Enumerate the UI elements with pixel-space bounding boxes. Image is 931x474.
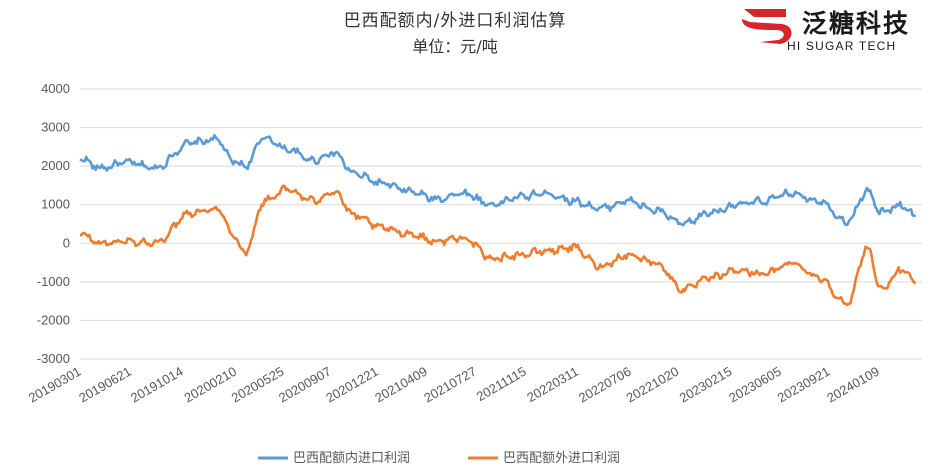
grid	[80, 88, 922, 360]
y-tick-label: -1000	[37, 274, 70, 289]
x-tick-label: 20190301	[26, 364, 84, 406]
y-axis: 4000 3000 2000 1000 0 -1000 -2000 -3000	[37, 81, 70, 366]
x-tick-label: 20230215	[677, 364, 735, 406]
y-tick-label: -2000	[37, 312, 70, 327]
x-axis: 2019030120190621201910142020021020200525…	[26, 364, 882, 406]
brand-tagline: HI SUGAR TECH	[787, 39, 896, 53]
legend-label: 巴西配额外进口利润	[503, 451, 620, 466]
x-tick-label: 20220706	[576, 364, 634, 406]
y-tick-label: 4000	[41, 81, 70, 96]
x-tick-label: 20211115	[474, 364, 529, 404]
x-tick-label: 20200525	[229, 364, 287, 406]
x-tick-label: 20230605	[726, 364, 784, 406]
legend: 巴西配额内进口利润 巴西配额外进口利润	[258, 450, 620, 466]
y-tick-label: -3000	[37, 351, 70, 366]
x-tick-label: 20200907	[276, 364, 334, 406]
chart-title: 巴西配额内/外进口利润估算	[344, 11, 567, 31]
y-tick-label: 0	[63, 235, 70, 250]
series-line	[79, 133, 917, 227]
x-tick-label: 20200210	[182, 364, 240, 406]
y-tick-label: 1000	[41, 197, 70, 212]
x-tick-label: 20220311	[524, 364, 581, 405]
brand-mark-icon	[742, 9, 792, 44]
chart-subtitle: 单位：元/吨	[412, 37, 497, 56]
x-tick-label: 20221020	[624, 364, 682, 406]
x-tick-label: 20210727	[421, 364, 479, 406]
x-tick-label: 20191014	[128, 364, 186, 406]
legend-label: 巴西配额内进口利润	[293, 450, 410, 466]
brand-name: 泛糖科技	[802, 9, 910, 38]
x-tick-label: 20201221	[323, 364, 381, 406]
series-line	[80, 184, 917, 307]
series-group	[79, 133, 917, 307]
y-tick-label: 2000	[41, 158, 70, 173]
x-tick-label: 20240109	[824, 364, 882, 406]
brand-logo: 泛糖科技 HI SUGAR TECH	[742, 9, 910, 53]
x-tick-label: 20210409	[372, 364, 430, 406]
x-tick-label: 20190621	[76, 364, 134, 406]
y-tick-label: 3000	[41, 120, 70, 135]
x-tick-label: 20230921	[775, 364, 833, 406]
